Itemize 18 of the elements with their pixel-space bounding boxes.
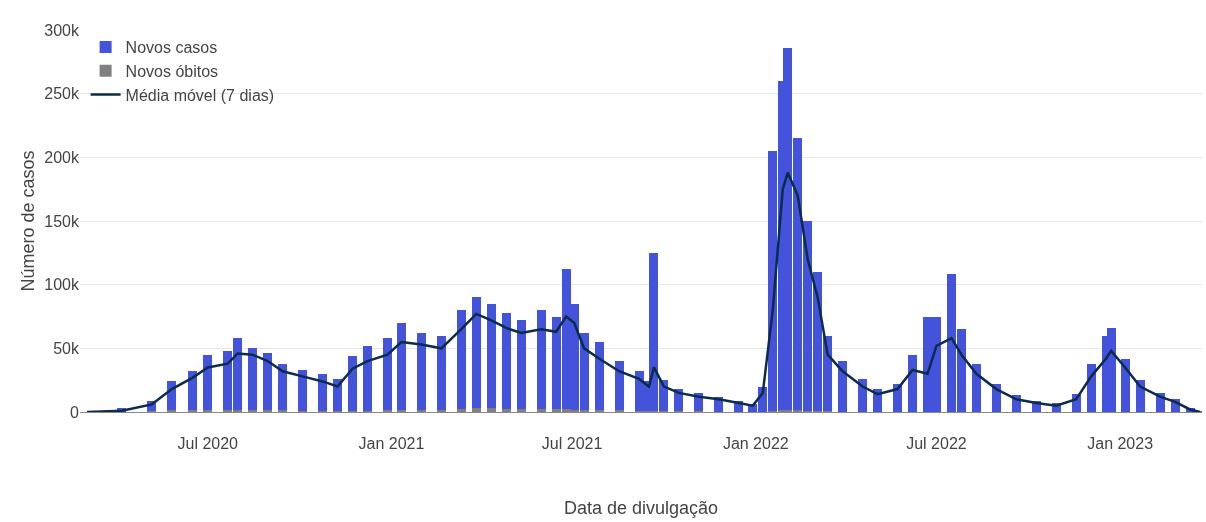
x-tick-label: Jul 2021 [541,435,603,452]
x-tick-label: Jul 2020 [177,435,239,452]
y-tick-label: 150k [44,212,80,230]
x-tick-label: Jan 2021 [358,435,425,452]
y-tick-label: 250k [44,85,80,103]
y-tick-label: 0 [70,403,80,421]
y-axis-title: Número de casos [18,150,39,292]
x-tick-label: Jul 2022 [906,435,967,452]
x-tick-label: Jan 2023 [1087,435,1154,452]
x-axis-title: Data de divulgação [563,498,719,519]
y-tick-label: 100k [44,276,80,294]
legend-label: Novos casos [125,39,218,57]
x-tick-label: Jan 2022 [722,435,789,452]
legend-label: Média móvel (7 dias) [125,86,275,104]
y-tick-label: 300k [44,21,80,39]
y-tick-label: 200k [44,148,80,166]
y-tick-label: 50k [53,339,80,357]
legend-label: Novos óbitos [125,62,219,80]
